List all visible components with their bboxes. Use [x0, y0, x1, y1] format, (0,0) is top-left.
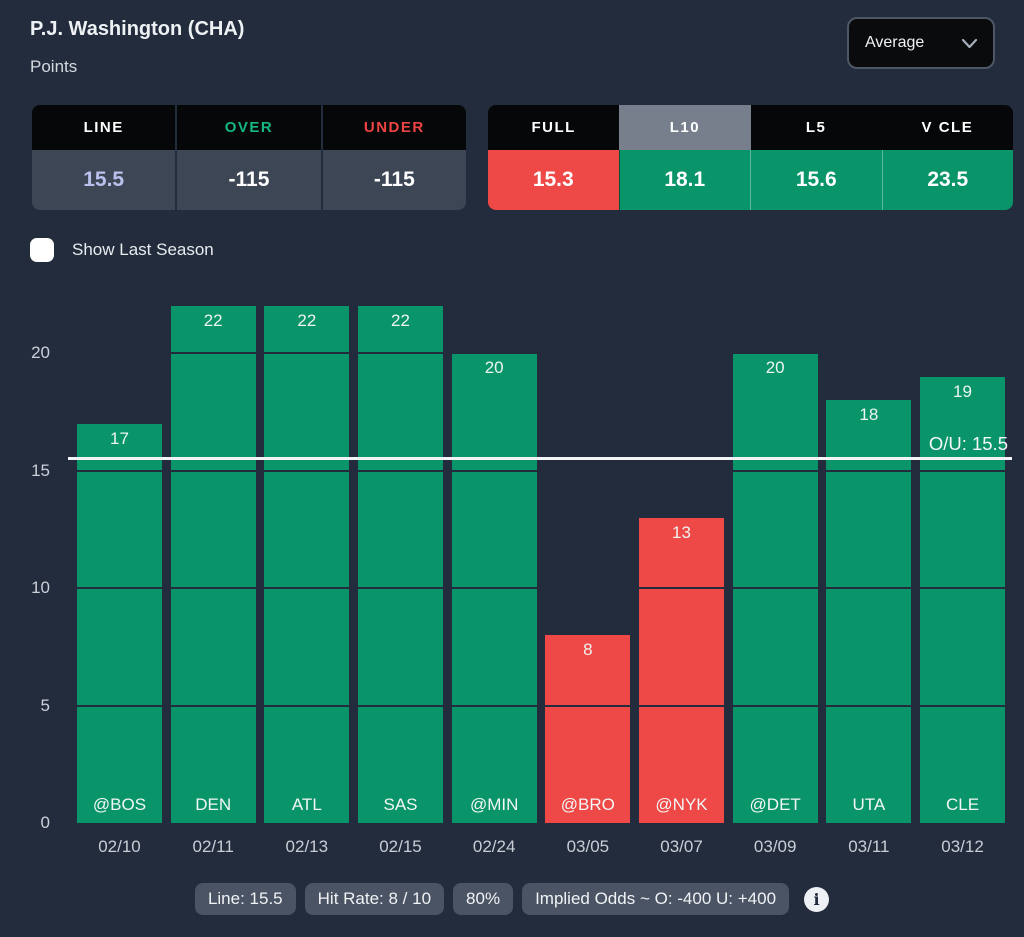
game-bar-atl[interactable]: 22 ATL	[264, 306, 350, 823]
average-dropdown-value: Average	[865, 34, 925, 51]
bar-value-label: 20	[484, 358, 504, 377]
y-axis-tick: 5	[40, 695, 50, 715]
x-axis-date-label: 02/10	[98, 837, 141, 856]
bar-opponent-label: @MIN	[469, 795, 519, 814]
odds-table-header: LINE OVER UNDER	[32, 105, 466, 150]
gridline	[68, 704, 1012, 707]
bar-opponent-label: DEN	[195, 795, 232, 814]
gridline	[68, 469, 1012, 472]
x-axis-date-label: 02/15	[379, 837, 422, 856]
y-axis-tick: 20	[31, 343, 50, 362]
gridline	[68, 587, 1012, 589]
odds-table-values: 15.5 -115 -115	[32, 150, 466, 210]
bar-opponent-label: ATL	[291, 795, 322, 814]
bar-opponent-label: CLE	[945, 795, 980, 814]
line-chip: Line: 15.5	[194, 883, 296, 915]
bar-value-label: 17	[110, 428, 129, 448]
odds-header-under: UNDER	[320, 105, 466, 150]
odds-table: LINE OVER UNDER 15.5 -115 -115	[32, 105, 466, 210]
x-axis-date-label: 02/13	[285, 837, 329, 856]
over-under-line	[68, 457, 1012, 460]
y-axis-tick: 10	[31, 578, 50, 597]
splits-tab-v-cle[interactable]: V CLE	[881, 105, 1013, 150]
gridline	[68, 352, 1012, 354]
hit-rate-chip: Hit Rate: 8 / 10	[304, 883, 445, 915]
show-last-season-row: Show Last Season	[30, 238, 214, 262]
show-last-season-checkbox[interactable]	[30, 238, 54, 262]
game-bar-cle[interactable]: 19 CLE	[920, 376, 1006, 823]
splits-value-full: 15.3	[488, 150, 619, 210]
odds-header-line: LINE	[32, 105, 176, 150]
splits-value-l5: 15.6	[750, 150, 882, 210]
bar-value-label: 18	[859, 405, 879, 424]
bar-value-label: 22	[391, 311, 410, 330]
game-bar-at-bro[interactable]: 8 @BRO	[545, 635, 631, 823]
bar-opponent-label: UTA	[852, 795, 886, 814]
x-axis-date-label: 03/05	[566, 837, 610, 856]
chevron-down-icon	[962, 38, 977, 48]
bar-value-label: 22	[203, 311, 223, 330]
page-title: P.J. Washington (CHA)	[30, 18, 245, 40]
bar-opponent-label: @BOS	[92, 795, 147, 814]
odds-value-over: -115	[175, 150, 321, 210]
x-axis-date-label: 03/09	[753, 837, 797, 856]
splits-table: FULL L10 L5 V CLE 15.3 18.1 15.6 23.5	[488, 105, 1013, 210]
splits-value-v-cle: 23.5	[881, 150, 1013, 210]
odds-value-under: -115	[320, 150, 466, 210]
splits-tab-full[interactable]: FULL	[488, 105, 620, 150]
splits-tab-l10[interactable]: L10	[619, 105, 751, 150]
splits-table-values: 15.3 18.1 15.6 23.5	[488, 150, 1013, 210]
bar-value-label: 8	[583, 640, 593, 659]
bar-value-label: 22	[297, 311, 317, 330]
y-axis-tick: 15	[31, 460, 50, 480]
x-axis-date-label: 02/11	[192, 837, 234, 856]
implied-odds-chip: Implied Odds ~ O: -400 U: +400	[522, 883, 790, 915]
over-under-label: O/U: 15.5	[928, 433, 1008, 454]
bar-opponent-label: @BRO	[560, 795, 615, 814]
splits-value-l10: 18.1	[618, 150, 750, 210]
x-axis-date-label: 03/12	[941, 837, 984, 856]
x-axis-date-label: 03/07	[660, 837, 703, 856]
x-axis-date-label: 02/24	[472, 837, 516, 856]
bar-opponent-label: @DET	[749, 795, 801, 814]
bar-value-label: 20	[765, 358, 785, 377]
summary-footer: Line: 15.5 Hit Rate: 8 / 10 80% Implied Odd…	[0, 883, 1024, 915]
y-axis-tick: 0	[40, 813, 50, 832]
info-icon[interactable]: i	[804, 886, 830, 912]
splits-table-header: FULL L10 L5 V CLE	[488, 105, 1013, 150]
bar-value-label: 13	[672, 522, 691, 542]
bar-opponent-label: SAS	[383, 795, 418, 814]
average-dropdown[interactable]: Average	[847, 17, 995, 69]
bar-opponent-label: @NYK	[655, 795, 708, 814]
odds-header-over: OVER	[175, 105, 321, 150]
odds-value-line: 15.5	[32, 150, 176, 210]
bar-value-label: 19	[953, 381, 972, 401]
game-bar-sas[interactable]: 22 SAS	[358, 306, 443, 823]
stat-type-label: Points	[30, 57, 78, 76]
hit-rate-percent-chip: 80%	[453, 883, 514, 915]
game-bar-at-bos[interactable]: 17 @BOS	[77, 423, 162, 823]
splits-tab-l5[interactable]: L5	[750, 105, 882, 150]
game-bar-at-nyk[interactable]: 13 @NYK	[639, 517, 725, 823]
game-bar-den[interactable]: 22 DEN	[170, 306, 256, 823]
show-last-season-label: Show Last Season	[72, 240, 214, 259]
x-axis-date-label: 03/11	[848, 837, 890, 856]
game-bar-uta[interactable]: 18 UTA	[826, 400, 912, 823]
